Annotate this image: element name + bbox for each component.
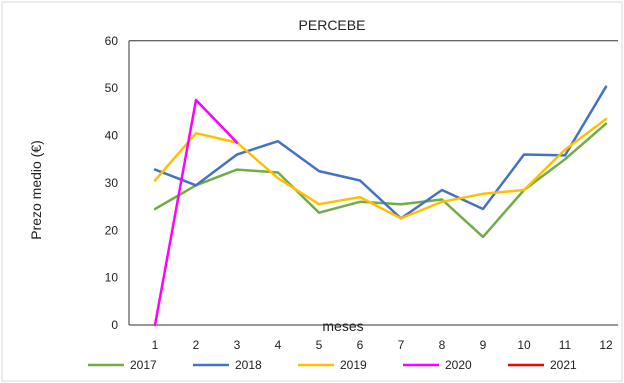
x-tick-label: 12 (599, 338, 613, 352)
legend-label-2020: 2020 (445, 358, 472, 372)
x-tick-label: 6 (357, 338, 364, 352)
y-tick-label: 40 (105, 129, 119, 143)
x-tick-label: 9 (480, 338, 487, 352)
x-tick-label: 2 (193, 338, 200, 352)
series-line-2020 (153, 98, 239, 327)
series-line-2018 (153, 85, 608, 220)
chart-title: PERCEBE (299, 17, 366, 33)
series-layer (153, 85, 608, 327)
y-tick-label: 50 (105, 81, 119, 95)
legend-label-2017: 2017 (130, 358, 157, 372)
legend: 2017 2018 2019 2020 2021 (88, 358, 577, 372)
x-tick-label: 1 (152, 338, 159, 352)
x-tick-label: 3 (234, 338, 241, 352)
x-tick-label: 7 (398, 338, 405, 352)
legend-label-2019: 2019 (340, 358, 367, 372)
x-axis-title: meses (322, 318, 363, 334)
y-axis-ticks: 0 10 20 30 40 50 60 (105, 34, 119, 332)
y-tick-label: 20 (105, 223, 119, 237)
y-tick-label: 10 (105, 271, 119, 285)
x-tick-label: 4 (275, 338, 282, 352)
y-tick-label: 0 (111, 318, 118, 332)
y-tick-label: 30 (105, 176, 119, 190)
y-axis-title: Prezo medio (€) (28, 140, 44, 240)
series-line-2019 (153, 117, 608, 220)
x-tick-label: 8 (439, 338, 446, 352)
x-axis-ticks: 1 2 3 4 5 6 7 8 9 10 11 12 (152, 338, 613, 352)
x-tick-label: 11 (559, 338, 572, 352)
x-tick-label: 5 (316, 338, 323, 352)
y-tick-label: 60 (105, 34, 119, 48)
legend-label-2018: 2018 (235, 358, 262, 372)
x-tick-label: 10 (517, 338, 531, 352)
legend-label-2021: 2021 (550, 358, 577, 372)
